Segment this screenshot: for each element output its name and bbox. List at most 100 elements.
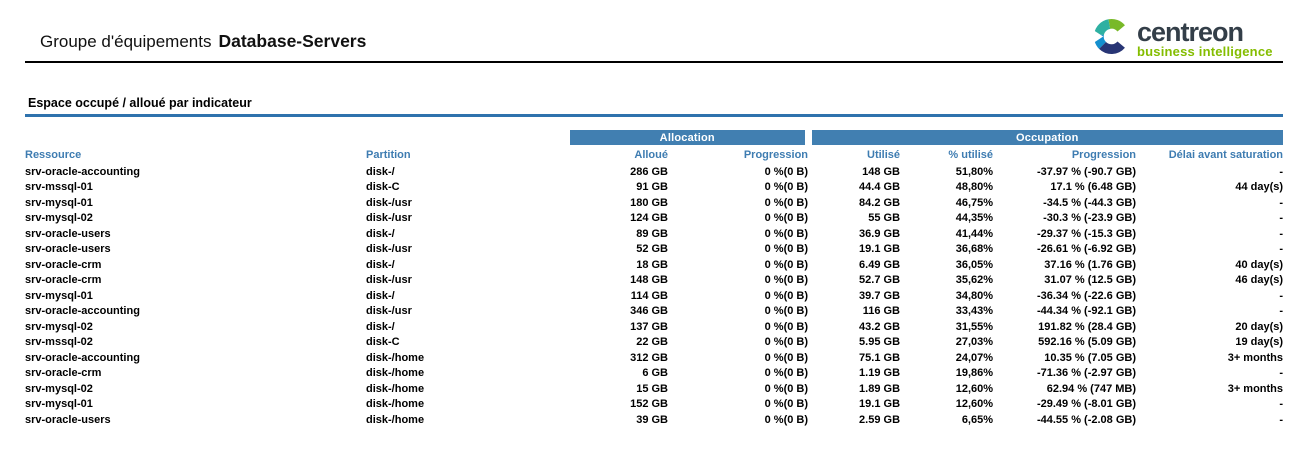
table-cell: -71.36 % (-2.97 GB) xyxy=(1036,367,1137,380)
table-cell: srv-mysql-01 xyxy=(25,196,93,209)
table-cell: srv-oracle-accounting xyxy=(25,351,140,364)
table-cell: 180 GB xyxy=(630,196,668,209)
table-cell: 0 %(0 B) xyxy=(764,382,809,395)
table-cell: 37.16 % (1.76 GB) xyxy=(1044,258,1137,271)
table-cell: - xyxy=(1279,289,1284,302)
table-cell: 41,44% xyxy=(955,227,994,240)
table-row: srv-mssql-02 disk-C 22 GB 0 %(0 B) 5.95 GB 27… xyxy=(25,335,1283,351)
table-cell: 114 GB xyxy=(630,289,668,302)
table-cell: 36,68% xyxy=(955,243,994,256)
table-cell: 24,07% xyxy=(955,351,994,364)
table-row: srv-oracle-accounting disk-/ 286 GB 0 %(0 B… xyxy=(25,164,1283,180)
table-cell: 0 %(0 B) xyxy=(764,258,809,271)
table-cell: 36.9 GB xyxy=(859,227,901,240)
centreon-logo: centreon business intelligence xyxy=(1092,17,1273,59)
logo-text: centreon business intelligence xyxy=(1137,17,1273,59)
table-cell: -44.55 % (-2.08 GB) xyxy=(1036,413,1137,426)
table-row: srv-oracle-crm disk-/usr 148 GB 0 %(0 B) 52.… xyxy=(25,273,1283,289)
table-cell: disk-C xyxy=(366,336,400,349)
table-row: srv-oracle-users disk-/home 39 GB 0 %(0 B) 2… xyxy=(25,412,1283,428)
table-cell: 0 %(0 B) xyxy=(764,243,809,256)
table-cell: srv-mysql-02 xyxy=(25,212,93,225)
column-header-ressource: Ressource xyxy=(25,148,82,161)
table-cell: -29.49 % (-8.01 GB) xyxy=(1036,398,1137,411)
table-cell: 116 GB xyxy=(862,305,901,318)
column-header-progression-occupation: Progression xyxy=(1071,148,1137,161)
table-cell: 51,80% xyxy=(955,165,994,178)
table-cell: 592.16 % (5.09 GB) xyxy=(1038,336,1137,349)
table-row: srv-oracle-users disk-/usr 52 GB 0 %(0 B) 19… xyxy=(25,242,1283,258)
table-cell: 0 %(0 B) xyxy=(764,413,809,426)
table-cell: disk-/home xyxy=(366,413,425,426)
table-cell: 55 GB xyxy=(868,212,901,225)
table-cell: 75.1 GB xyxy=(859,351,901,364)
table-cell: 148 GB xyxy=(862,165,901,178)
table-cell: disk-/usr xyxy=(366,305,412,318)
table-cell: 6 GB xyxy=(642,367,668,380)
table-cell: disk-/home xyxy=(366,351,425,364)
table-cell: 84.2 GB xyxy=(859,196,901,209)
table-cell: 19.1 GB xyxy=(859,243,901,256)
table-cell: srv-oracle-accounting xyxy=(25,165,140,178)
page-title-label: Groupe d'équipements xyxy=(40,32,212,51)
table-cell: 0 %(0 B) xyxy=(764,320,809,333)
table-cell: 12,60% xyxy=(955,382,994,395)
table-cell: srv-oracle-crm xyxy=(25,274,102,287)
table-cell: -37.97 % (-90.7 GB) xyxy=(1036,165,1137,178)
table-cell: disk-/ xyxy=(366,289,395,302)
table-cell: 6.49 GB xyxy=(859,258,901,271)
table-cell: 22 GB xyxy=(636,336,668,349)
table-cell: 124 GB xyxy=(630,212,668,225)
table-row: srv-oracle-crm disk-/ 18 GB 0 %(0 B) 6.49 GB… xyxy=(25,257,1283,273)
header-divider xyxy=(25,61,1283,63)
table-cell: 35,62% xyxy=(955,274,994,287)
table-cell: -26.61 % (-6.92 GB) xyxy=(1036,243,1137,256)
table-cell: -30.3 % (-23.9 GB) xyxy=(1043,212,1137,225)
table-cell: 52 GB xyxy=(636,243,668,256)
table-cell: 31.07 % (12.5 GB) xyxy=(1044,274,1137,287)
table-cell: 0 %(0 B) xyxy=(764,165,809,178)
table-cell: 346 GB xyxy=(630,305,668,318)
column-header-progression-allocation: Progression xyxy=(743,148,809,161)
table-cell: srv-mysql-02 xyxy=(25,320,93,333)
table-cell: 31,55% xyxy=(955,320,994,333)
table-cell: -44.34 % (-92.1 GB) xyxy=(1036,305,1137,318)
table-cell: 1.89 GB xyxy=(859,382,901,395)
table-cell: 312 GB xyxy=(630,351,668,364)
table-cell: disk-/ xyxy=(366,320,395,333)
table-cell: 0 %(0 B) xyxy=(764,305,809,318)
column-header-delai-avant-saturation: Délai avant saturation xyxy=(1168,148,1284,161)
table-cell: disk-/usr xyxy=(366,196,412,209)
table-cell: srv-mssql-02 xyxy=(25,336,93,349)
column-header-row: Ressource Partition Alloué Progression U… xyxy=(25,145,1283,164)
table-cell: srv-mssql-01 xyxy=(25,181,93,194)
column-header-partition: Partition xyxy=(366,148,411,161)
table-cell: - xyxy=(1279,243,1284,256)
table-cell: - xyxy=(1279,196,1284,209)
table-cell: disk-/usr xyxy=(366,212,412,225)
table-cell: 10.35 % (7.05 GB) xyxy=(1044,351,1137,364)
table-cell: 34,80% xyxy=(955,289,994,302)
table-cell: 91 GB xyxy=(636,181,668,194)
table-cell: 18 GB xyxy=(636,258,668,271)
table-cell: srv-oracle-users xyxy=(25,227,111,240)
column-header-pct-utilise: % utilisé xyxy=(948,148,994,161)
table-cell: 19,86% xyxy=(955,367,994,380)
table-cell: 148 GB xyxy=(630,274,668,287)
table-row: srv-mysql-01 disk-/usr 180 GB 0 %(0 B) 84.2 … xyxy=(25,195,1283,211)
table-cell: srv-oracle-crm xyxy=(25,258,102,271)
table-cell: 44.4 GB xyxy=(859,181,901,194)
table-cell: 0 %(0 B) xyxy=(764,336,809,349)
table-cell: 52.7 GB xyxy=(859,274,901,287)
table-cell: 12,60% xyxy=(955,398,994,411)
table-cell: -29.37 % (-15.3 GB) xyxy=(1036,227,1137,240)
table-cell: 0 %(0 B) xyxy=(764,367,809,380)
table-cell: 46,75% xyxy=(955,196,994,209)
band-spacer xyxy=(25,130,570,145)
table-row: srv-oracle-crm disk-/home 6 GB 0 %(0 B) 1.19… xyxy=(25,366,1283,382)
table-row: srv-oracle-accounting disk-/usr 346 GB 0 %(… xyxy=(25,304,1283,320)
table-cell: 19.1 GB xyxy=(859,398,901,411)
table-cell: srv-oracle-users xyxy=(25,243,111,256)
table-cell: 44 day(s) xyxy=(1235,181,1284,194)
